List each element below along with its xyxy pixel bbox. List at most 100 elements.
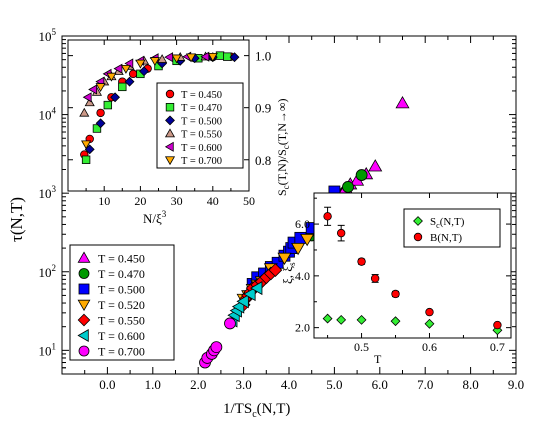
inset-bottom-y-tick-label: 6.0 bbox=[295, 217, 310, 231]
inset-top-x-tick-label: 40 bbox=[207, 194, 219, 208]
main-legend-marker bbox=[77, 251, 91, 263]
inset-top-plot-frame bbox=[67, 39, 250, 192]
inset-bottom-plot-frame bbox=[313, 192, 512, 339]
main-legend-marker bbox=[77, 313, 91, 327]
inset-top-point bbox=[207, 52, 218, 62]
main-point bbox=[268, 263, 283, 277]
inset-top-point bbox=[81, 155, 91, 164]
inset-bottom-point bbox=[424, 318, 435, 329]
inset-top-point bbox=[79, 107, 90, 117]
inset-top-point bbox=[171, 54, 182, 64]
inset-top-legend-label: T = 0.600 bbox=[181, 143, 222, 154]
inset-top-point bbox=[82, 92, 92, 103]
inset-bottom-legend-label: Sc(N,T) bbox=[430, 216, 465, 230]
main-data-points bbox=[199, 95, 410, 369]
inset-top-data-points bbox=[79, 51, 240, 164]
inset-top-x-tick-label: 20 bbox=[134, 194, 146, 208]
inset-top-legend-marker bbox=[164, 128, 176, 138]
main-legend-label: T = 0.700 bbox=[98, 345, 145, 359]
inset-top-point bbox=[95, 118, 106, 129]
inset-top-legend-marker bbox=[165, 89, 175, 99]
main-point bbox=[368, 159, 383, 172]
inset-bottom-legend-label: B(N,T) bbox=[430, 232, 462, 244]
inset-top-legend-marker bbox=[164, 141, 174, 152]
inset-bottom-tick-labels: 0.5 0.6 0.7 2.0 4.0 6.0 bbox=[295, 217, 505, 354]
main-chart: 0.0 1.0 2.0 3.0 4.0 5.0 6.0 7.0 8.0 9.0 101 102 103 1… bbox=[7, 27, 524, 420]
inset-top-point bbox=[229, 52, 240, 63]
inset-bottom-y-tick-label: 4.0 bbox=[295, 269, 310, 283]
inset-top-legend-label: T = 0.450 bbox=[181, 90, 222, 101]
inset-top-point bbox=[200, 51, 210, 62]
main-point bbox=[277, 252, 292, 266]
inset-bottom-point bbox=[356, 314, 367, 325]
main-point bbox=[250, 281, 263, 296]
main-point bbox=[342, 181, 354, 193]
inset-top-point bbox=[120, 64, 131, 74]
main-point bbox=[243, 287, 256, 302]
inset-top-legend-marker bbox=[165, 115, 175, 126]
main-legend-label: T = 0.600 bbox=[98, 329, 145, 343]
inset-top-y-axis-label: Sc(T,N)/Sc(T,N→∞) bbox=[275, 99, 291, 196]
inset-top-point bbox=[223, 52, 232, 61]
main-y-axis-label: τ(N,T) bbox=[7, 197, 26, 242]
main-y-tick-label: 103 bbox=[39, 184, 57, 201]
main-x-tick-label: 7.0 bbox=[417, 377, 433, 392]
main-x-tick-label: 0.0 bbox=[99, 377, 115, 392]
inset-bottom-y-tick-label: 2.0 bbox=[295, 321, 310, 335]
main-x-tick-label: 6.0 bbox=[372, 377, 388, 392]
inset-top-point bbox=[106, 72, 117, 82]
inset-top-point bbox=[164, 52, 174, 63]
inset-bottom-point bbox=[493, 320, 502, 330]
inset-bottom-point bbox=[323, 212, 332, 221]
inset-bottom-x-tick-label: 0.6 bbox=[422, 340, 437, 354]
main-point bbox=[395, 95, 410, 109]
main-legend-label: T = 0.470 bbox=[98, 267, 145, 281]
inset-bottom-legend-marker bbox=[413, 232, 423, 242]
main-x-tick-label: 4.0 bbox=[281, 377, 297, 392]
inset-top-point bbox=[92, 124, 102, 133]
main-legend-marker bbox=[78, 345, 90, 357]
inset-top-chart: 10 20 30 40 50 0.8 0.9 1.0 N/ξ3 Sc(T,N)/Sc(T,N→… bbox=[67, 39, 291, 226]
inset-top-point bbox=[84, 97, 95, 107]
main-point bbox=[355, 169, 368, 181]
main-point bbox=[300, 234, 315, 247]
main-y-tick-label: 102 bbox=[39, 263, 57, 280]
inset-top-legend-label: T = 0.470 bbox=[181, 103, 222, 114]
inset-top-point bbox=[81, 140, 92, 150]
inset-top-legend-marker bbox=[165, 103, 175, 112]
inset-bottom-point bbox=[425, 307, 434, 317]
inset-top-point bbox=[215, 51, 225, 60]
inset-bottom-point bbox=[336, 314, 347, 325]
inset-top-legend-label: T = 0.700 bbox=[181, 156, 222, 167]
inset-top-point bbox=[95, 83, 106, 93]
main-y-tick-label: 104 bbox=[39, 106, 57, 123]
inset-top-point bbox=[113, 63, 123, 74]
main-legend-marker bbox=[77, 329, 89, 342]
inset-bottom-legend-entry: Sc(N,T) bbox=[413, 216, 465, 230]
inset-top-point bbox=[157, 54, 168, 63]
inset-bottom-x-tick-label: 0.7 bbox=[490, 340, 505, 354]
inset-top-point bbox=[103, 100, 113, 110]
main-legend-marker bbox=[77, 299, 91, 312]
main-x-tick-label: 1.0 bbox=[145, 377, 161, 392]
inset-top-x-tick-label: 50 bbox=[243, 194, 255, 208]
inset-top-point bbox=[135, 59, 146, 69]
inset-bottom-legend: Sc(N,T) B(N,T) bbox=[403, 208, 501, 248]
inset-bottom-point bbox=[322, 313, 333, 324]
inset-top-y-tick-label: 1.0 bbox=[255, 49, 271, 64]
inset-bottom-point bbox=[390, 316, 401, 327]
main-legend-label: T = 0.450 bbox=[98, 252, 145, 266]
main-point bbox=[224, 317, 236, 330]
inset-bottom-y-axis-label: ξ, ξs bbox=[280, 262, 297, 284]
main-x-tick-label: 2.0 bbox=[190, 377, 206, 392]
main-point bbox=[210, 341, 223, 353]
inset-top-legend-label: T = 0.550 bbox=[181, 130, 222, 141]
inset-bottom-x-axis-label: T bbox=[374, 352, 382, 366]
main-point bbox=[291, 242, 306, 256]
main-legend-label: T = 0.550 bbox=[98, 314, 145, 328]
inset-top-y-tick-label: 0.9 bbox=[255, 101, 271, 116]
inset-bottom-legend-entry: B(N,T) bbox=[413, 232, 462, 244]
inset-top-point bbox=[118, 82, 127, 92]
